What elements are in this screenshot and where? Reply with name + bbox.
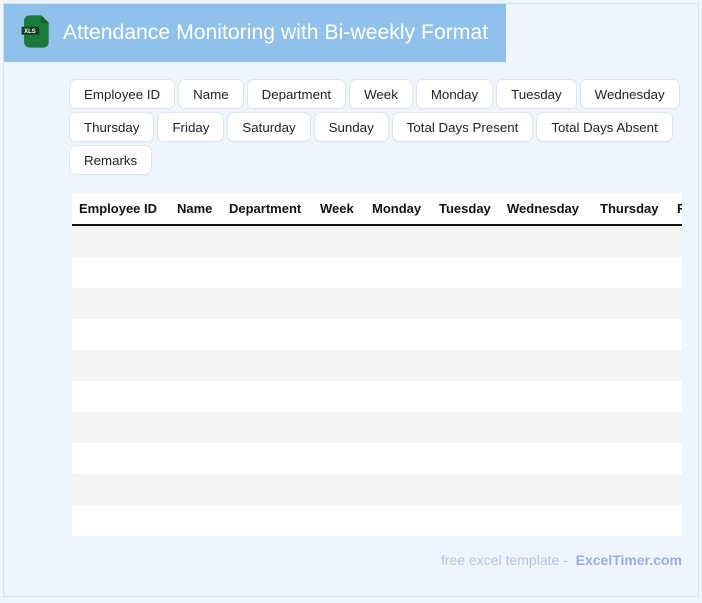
svg-text:XLS: XLS [24,29,36,35]
